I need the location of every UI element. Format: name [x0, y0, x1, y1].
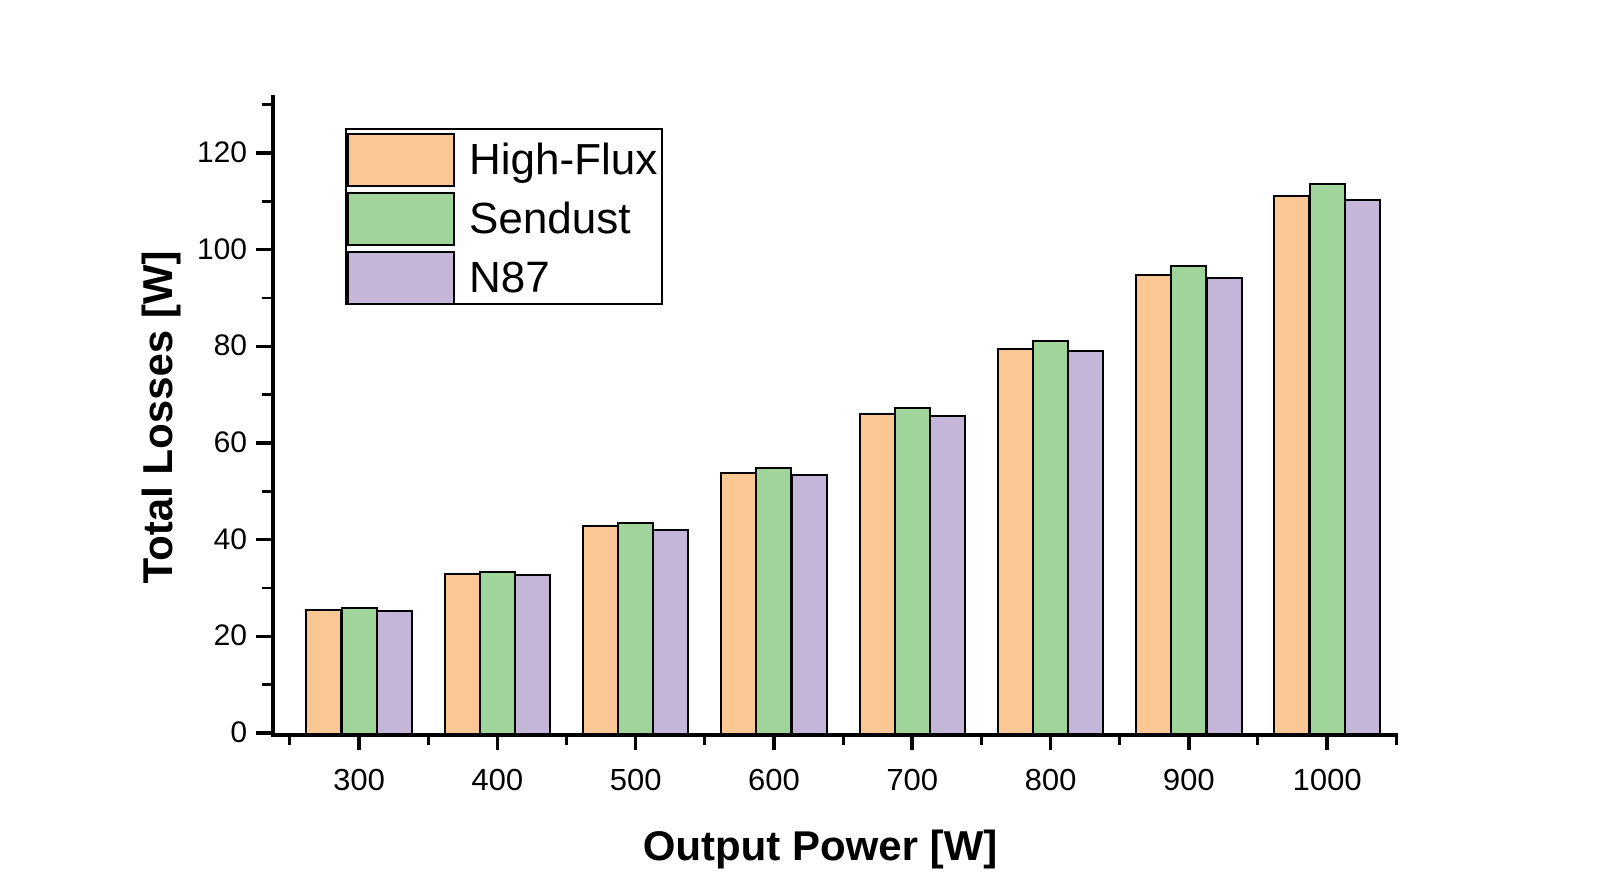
- y-major-tick-100: [256, 247, 271, 252]
- x-tick-label-300: 300: [333, 762, 385, 797]
- legend-swatch-n87: [347, 250, 455, 305]
- bar-sendust-1000: [1308, 182, 1346, 733]
- y-tick-label-20: 20: [213, 619, 247, 653]
- y-major-tick-0: [256, 731, 271, 735]
- y-major-tick-120: [256, 151, 271, 155]
- x-major-tick-500: [633, 733, 638, 750]
- bar-sendust-700: [893, 407, 931, 733]
- x-minor-tick-3: [703, 733, 707, 745]
- x-tick-label-900: 900: [1162, 762, 1215, 797]
- x-major-tick-800: [1048, 733, 1053, 750]
- bar-sendust-300: [340, 607, 378, 733]
- bar-high-flux-300: [305, 608, 343, 733]
- y-tick-label-80: 80: [213, 329, 247, 363]
- legend-item-n87: N87: [347, 248, 661, 307]
- y-axis-line: [271, 95, 275, 735]
- x-tick-label-600: 600: [748, 762, 800, 797]
- x-tick-label-1000: 1000: [1292, 762, 1362, 797]
- x-axis-line: [271, 733, 1398, 737]
- bar-high-flux-500: [581, 524, 619, 733]
- bar-high-flux-1000: [1273, 194, 1311, 733]
- x-major-tick-400: [495, 733, 500, 750]
- bar-high-flux-600: [720, 472, 758, 733]
- y-major-tick-20: [256, 634, 271, 639]
- y-minor-tick-90: [262, 296, 271, 300]
- x-minor-tick-5: [979, 733, 983, 745]
- bar-n87-300: [375, 610, 413, 733]
- x-tick-label-500: 500: [609, 762, 662, 797]
- bar-high-flux-800: [996, 347, 1034, 733]
- x-axis-title: Output Power [W]: [642, 822, 998, 869]
- bar-high-flux-900: [1135, 273, 1173, 733]
- x-minor-tick-1: [426, 733, 430, 745]
- y-minor-tick-130: [262, 103, 271, 106]
- legend-swatch-high-flux: [347, 132, 455, 187]
- y-minor-tick-70: [262, 393, 271, 396]
- legend: High-Flux Sendust N87: [345, 128, 663, 305]
- bar-n87-500: [652, 528, 690, 733]
- bar-high-flux-400: [443, 573, 481, 733]
- x-minor-tick-2: [564, 733, 568, 745]
- bar-sendust-600: [755, 467, 793, 733]
- x-tick-label-800: 800: [1024, 762, 1077, 797]
- bar-n87-1000: [1343, 198, 1381, 733]
- legend-label-high-flux: High-Flux: [469, 134, 658, 184]
- y-minor-tick-110: [262, 200, 271, 203]
- bar-n87-900: [1205, 277, 1243, 733]
- x-tick-label-700: 700: [886, 762, 939, 797]
- legend-label-n87: N87: [469, 252, 550, 302]
- y-tick-label-120: 120: [196, 136, 247, 169]
- y-tick-label-60: 60: [213, 426, 247, 459]
- x-minor-tick-8: [1394, 733, 1398, 745]
- bar-n87-600: [790, 474, 828, 733]
- bar-sendust-500: [617, 522, 655, 733]
- x-major-tick-900: [1187, 733, 1191, 750]
- bar-high-flux-700: [858, 413, 896, 733]
- x-minor-tick-7: [1256, 733, 1260, 745]
- y-tick-label-100: 100: [196, 232, 247, 266]
- x-minor-tick-4: [841, 733, 845, 745]
- x-tick-label-400: 400: [471, 762, 524, 797]
- bar-sendust-800: [1032, 340, 1069, 733]
- y-minor-tick-50: [262, 490, 271, 493]
- legend-label-sendust: Sendust: [469, 193, 631, 243]
- y-tick-label-0: 0: [230, 716, 247, 749]
- plot-area: 0 20 40 60 80 100 120 300 400 500 600 700 800 900 1000: [197, 95, 1398, 797]
- bar-n87-400: [514, 574, 551, 733]
- bar-sendust-900: [1170, 265, 1208, 733]
- y-major-tick-60: [256, 441, 271, 445]
- legend-item-sendust: Sendust: [347, 189, 661, 248]
- x-minor-tick-0: [288, 733, 292, 745]
- legend-item-high-flux: High-Flux: [347, 130, 661, 189]
- bar-n87-700: [928, 414, 966, 733]
- bar-sendust-400: [478, 570, 516, 733]
- x-major-tick-600: [772, 733, 776, 750]
- y-major-tick-40: [256, 537, 271, 542]
- x-major-tick-1000: [1325, 733, 1329, 750]
- x-major-tick-700: [910, 733, 914, 750]
- y-minor-tick-30: [262, 586, 271, 590]
- y-major-tick-80: [256, 344, 271, 349]
- x-minor-tick-6: [1118, 733, 1122, 745]
- bar-n87-800: [1067, 349, 1105, 733]
- y-minor-tick-10: [262, 683, 271, 686]
- y-tick-label-40: 40: [213, 522, 247, 556]
- legend-swatch-sendust: [347, 191, 455, 246]
- x-major-tick-300: [357, 733, 361, 750]
